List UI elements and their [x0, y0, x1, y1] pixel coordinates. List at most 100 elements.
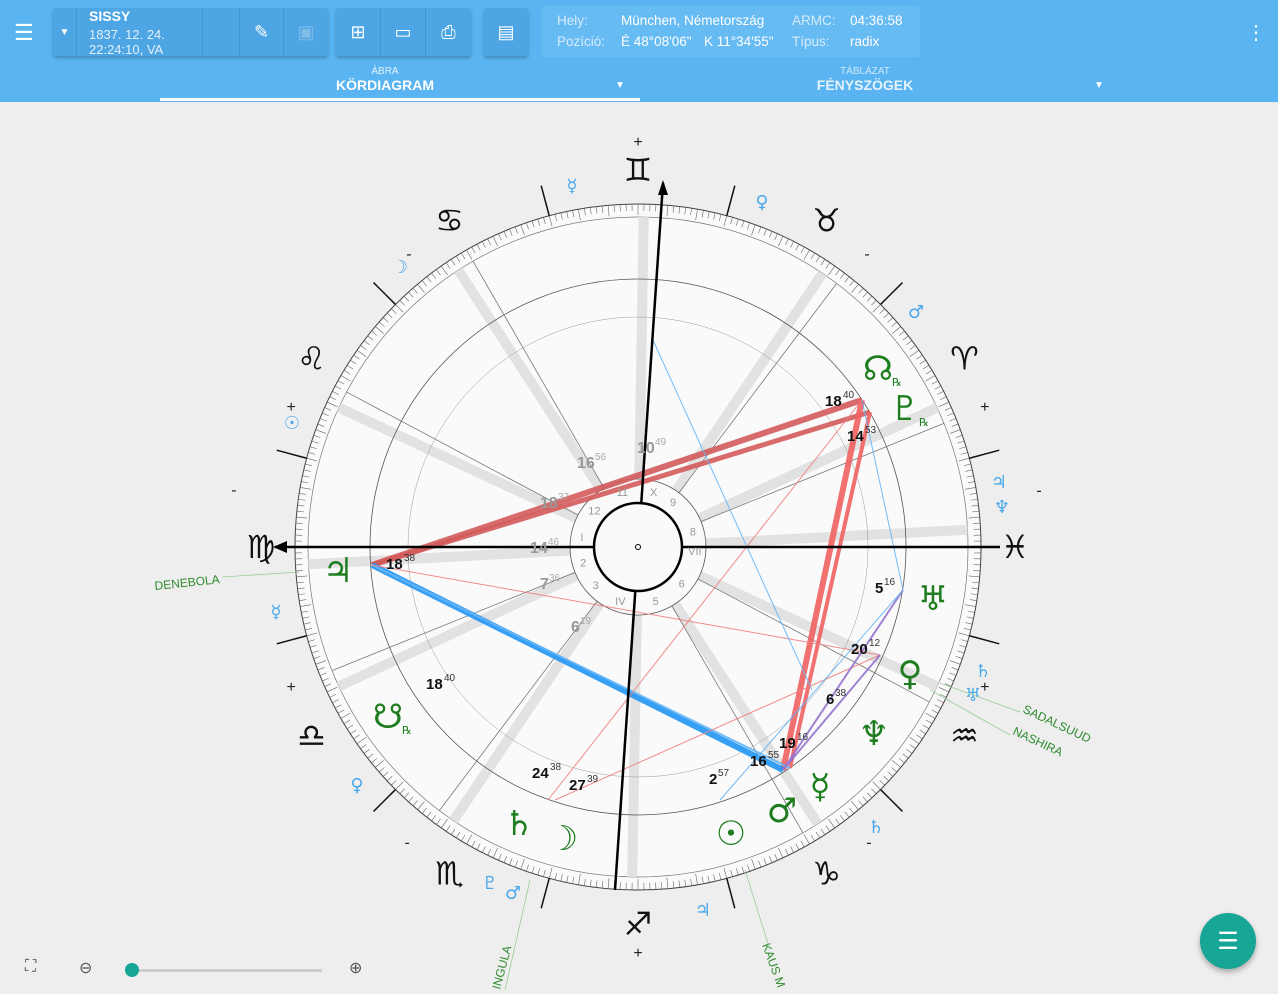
sign-divider: [373, 282, 396, 305]
degree-tick: [315, 660, 327, 665]
planet-minute: 12: [869, 638, 881, 649]
degree-tick: [378, 767, 385, 773]
degree-tick: [958, 457, 970, 462]
retrograde-icon: ℞: [892, 376, 902, 389]
house-cusp-minute: 19: [580, 616, 592, 627]
degree-tick: [426, 811, 432, 818]
degree-tick: [492, 236, 498, 247]
degree-tick: [684, 879, 687, 887]
print-icon[interactable]: ⎙: [441, 21, 456, 42]
degree-tick: [735, 868, 739, 876]
degree-tick: [378, 321, 385, 327]
degree-tick: [548, 215, 553, 227]
degree-tick: [471, 840, 476, 848]
degree-tick: [386, 775, 393, 782]
planet-glyph: ♇: [890, 389, 920, 429]
degree-tick: [872, 781, 881, 790]
degree-tick: [785, 848, 789, 856]
chart-name-block[interactable]: SISSY 1837. 12. 24. 22:24:10, VA: [77, 7, 203, 57]
degree-tick: [335, 385, 342, 390]
degree-tick: [741, 866, 745, 874]
degree-tick: [800, 246, 805, 254]
house-number: 5: [653, 596, 659, 608]
degree-tick: [969, 493, 977, 495]
house-shadow: [454, 267, 606, 493]
degree-tick: [763, 858, 767, 866]
armc-value: 04:36:58: [850, 13, 903, 28]
degree-tick: [939, 396, 947, 400]
sign-divider: [276, 449, 307, 459]
degree-tick: [972, 581, 980, 584]
degree-tick: [713, 212, 716, 220]
tab-dropdown-icon[interactable]: ▼: [615, 80, 625, 91]
degree-tick: [795, 843, 800, 850]
degree-tick: [955, 656, 963, 659]
degree-tick: [441, 818, 448, 829]
folder-open-icon[interactable]: ▭: [381, 8, 426, 56]
house-cusp-line: [678, 283, 837, 493]
place-value: München, Németország: [621, 13, 765, 28]
house-cusp-line: [346, 391, 579, 516]
degree-tick: [960, 639, 968, 642]
chart-settings-button[interactable]: ☰: [1200, 913, 1256, 969]
degree-tick: [578, 209, 581, 221]
chart-datetime: 1837. 12. 24. 22:24:10, VA: [89, 26, 165, 57]
zoom-slider-handle[interactable]: [125, 963, 139, 977]
fixed-star-line: [504, 879, 531, 991]
chart-info-panel: Hely: München, Németország ARMC: 04:36:5…: [542, 6, 920, 57]
degree-tick: [707, 211, 710, 219]
tab-fenyszogek[interactable]: TÁBLÁZAT FÉNYSZÖGEK: [625, 66, 1105, 93]
degree-tick: [317, 667, 325, 671]
aspect-line: [554, 654, 881, 801]
degree-tick: [883, 775, 890, 782]
house-cusp-degree: 10: [637, 440, 655, 457]
zoom-in-icon[interactable]: ⊕: [349, 960, 363, 977]
menu-icon[interactable]: ☰: [14, 20, 34, 45]
planet-glyph: ♀: [898, 654, 923, 694]
zoom-out-icon[interactable]: ⊖: [79, 960, 93, 977]
planet-minute: 38: [835, 688, 847, 699]
planet-degree: 16: [750, 753, 767, 770]
fullscreen-icon[interactable]: ⛶: [25, 958, 37, 975]
degree-tick: [965, 622, 973, 625]
degree-tick: [445, 825, 451, 832]
house-cusp-line: [700, 423, 945, 522]
tab-kordiagram[interactable]: ÁBRA KÖRDIAGRAM: [145, 66, 625, 93]
degree-tick: [431, 815, 437, 822]
degree-tick: [560, 874, 563, 882]
new-folder-icon[interactable]: ⊞: [336, 8, 381, 56]
degree-tick: [666, 205, 669, 217]
planet-minute: 38: [404, 553, 416, 564]
degree-tick: [735, 218, 739, 226]
degree-tick: [514, 860, 518, 868]
degree-tick: [441, 265, 448, 276]
degree-tick: [554, 872, 558, 880]
planet-glyph: ☋: [373, 697, 403, 737]
degree-tick: [937, 699, 944, 703]
degree-tick: [412, 287, 418, 294]
polarity-sign: +: [633, 945, 642, 962]
degree-tick: [356, 350, 367, 357]
more-vert-icon[interactable]: ⋮: [1246, 22, 1266, 44]
degree-tick: [371, 758, 378, 764]
planet-minute: 53: [865, 425, 877, 436]
dignity-glyph: ♆: [994, 497, 1010, 518]
chart-name: SISSY: [89, 7, 131, 24]
degree-tick: [487, 848, 491, 856]
degree-tick: [503, 231, 507, 238]
document-icon[interactable]: ▤: [497, 21, 515, 42]
degree-tick: [891, 321, 898, 327]
save-icon[interactable]: ▣: [297, 21, 315, 42]
degree-tick: [313, 435, 321, 438]
sign-divider: [969, 635, 1000, 645]
degree-tick: [800, 840, 805, 848]
chart-dropdown-button[interactable]: ▼: [53, 8, 77, 56]
edit-icon[interactable]: ✎: [240, 8, 284, 56]
degree-tick: [707, 875, 710, 883]
tab-dropdown-icon[interactable]: ▼: [1094, 80, 1104, 91]
zoom-slider-track[interactable]: [132, 969, 322, 972]
dignity-glyph: ☽: [392, 257, 408, 278]
degree-tick: [949, 418, 957, 422]
dignity-glyph: ♀: [350, 775, 363, 796]
degree-tick: [947, 678, 954, 682]
